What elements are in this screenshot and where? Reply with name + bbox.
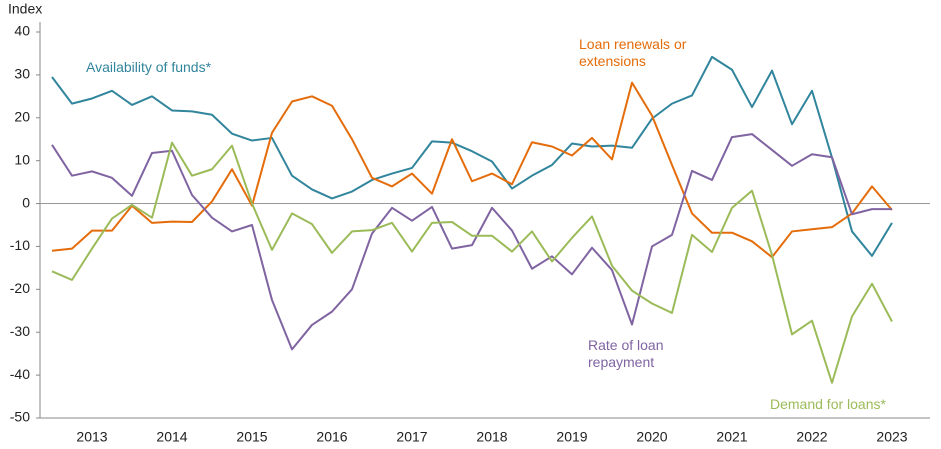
y-tick-label: 30 xyxy=(14,66,30,82)
y-axis-label: Index xyxy=(8,1,42,17)
series-label: Loan renewals or extensions xyxy=(579,36,687,69)
x-tick-label: 2014 xyxy=(156,429,187,445)
x-tick-label: 2013 xyxy=(76,429,107,445)
x-tick-label: 2020 xyxy=(636,429,667,445)
y-tick-label: 0 xyxy=(22,194,30,210)
x-tick-label: 2016 xyxy=(316,429,347,445)
y-tick-label: -30 xyxy=(10,323,30,339)
y-tick-label: 10 xyxy=(14,151,30,167)
x-tick-label: 2019 xyxy=(556,429,587,445)
series-line xyxy=(51,55,893,257)
series-line xyxy=(51,81,893,259)
series-label: Rate of loan repayment xyxy=(588,337,664,370)
x-tick-label: 2017 xyxy=(396,429,427,445)
series-label: Availability of funds* xyxy=(86,59,212,75)
y-tick-label: -50 xyxy=(10,409,30,425)
x-tick-label: 2022 xyxy=(796,429,827,445)
y-tick-label: 20 xyxy=(14,108,30,124)
series-line xyxy=(51,133,892,351)
y-tick-label: 40 xyxy=(14,23,30,39)
y-tick-label: -20 xyxy=(10,280,30,296)
x-tick-label: 2018 xyxy=(476,429,507,445)
x-tick-label: 2023 xyxy=(876,429,907,445)
series-line xyxy=(51,141,893,384)
series-label: Demand for loans* xyxy=(770,396,886,412)
y-tick-label: -10 xyxy=(10,237,30,253)
x-tick-label: 2021 xyxy=(716,429,747,445)
x-tick-label: 2015 xyxy=(236,429,267,445)
y-tick-label: -40 xyxy=(10,366,30,382)
